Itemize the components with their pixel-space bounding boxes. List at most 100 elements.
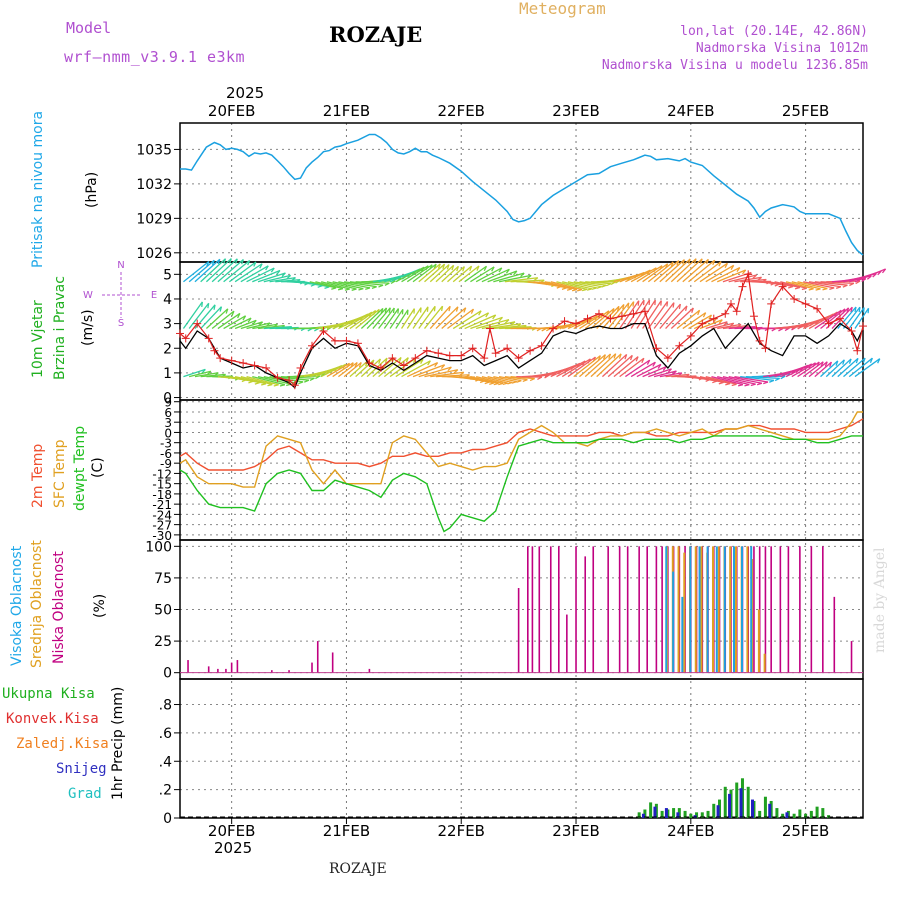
- footer-title: ROZAJE: [329, 861, 387, 877]
- wind-arrow: [275, 375, 309, 381]
- precip-bar: [735, 782, 739, 818]
- wind-arrow: [217, 312, 241, 330]
- wind-arrow-head: [702, 312, 707, 318]
- precip-bar: [758, 810, 762, 818]
- wind-arrow-head: [676, 260, 680, 266]
- wind-arrow: [211, 310, 235, 330]
- wind-arrow-head: [725, 382, 731, 386]
- wind-arrow-head: [315, 375, 321, 380]
- wind-arrow: [682, 258, 709, 283]
- wind-arrow: [854, 307, 870, 329]
- wind-arrow: [556, 281, 588, 291]
- date-label-top: 25FEB: [782, 102, 829, 120]
- wind-arrow: [464, 265, 487, 283]
- legend-frz-rain: Zaledj.Kisa: [16, 736, 109, 752]
- wind-arrow: [716, 269, 746, 283]
- wind-arrow: [188, 302, 210, 329]
- wind-arrow-head: [712, 260, 716, 266]
- wind-arrow-head: [835, 360, 839, 366]
- wind-arrow-head: [641, 357, 645, 364]
- wind-arrow: [246, 267, 275, 283]
- legend-hail: Grad: [68, 786, 102, 802]
- temp-line-0: [179, 418, 864, 471]
- wind-arrow-head: [437, 263, 441, 269]
- y-tick-label: -6: [160, 447, 172, 461]
- wind-arrow-head: [869, 357, 873, 364]
- y-tick-label: 100: [145, 539, 172, 555]
- wind-arrow-head: [358, 288, 364, 291]
- y-tick-label: 0: [164, 426, 172, 440]
- wind-arrow: [188, 259, 215, 283]
- wind-arrow-head: [608, 353, 612, 359]
- y-tick-label: 75: [154, 571, 172, 587]
- wind-arrow: [326, 362, 350, 378]
- precip-bar: [785, 812, 789, 818]
- wind-arrow-head: [881, 268, 887, 274]
- wind-arrow: [740, 375, 775, 381]
- wind-arrow: [717, 375, 750, 386]
- y-tick-label: .6: [159, 726, 172, 742]
- wind-arrow: [183, 368, 206, 378]
- wind-arrow-head: [780, 375, 786, 380]
- wind-arrow: [378, 307, 395, 329]
- wind-arrow-head: [808, 288, 814, 291]
- wind-arrow: [624, 299, 645, 329]
- wind-arrow: [487, 375, 513, 384]
- wind-arrow: [475, 267, 503, 283]
- wind-arrow-head: [861, 278, 867, 283]
- wind-arrow-head: [324, 286, 330, 289]
- wind-arrow: [464, 375, 495, 384]
- panel-frame: [179, 678, 864, 819]
- wind-arrow-head: [276, 270, 281, 275]
- wind-arrow-head: [253, 261, 257, 267]
- page-title: ROZAJE: [329, 22, 423, 47]
- wind-arrow: [682, 312, 707, 330]
- wind-arrow: [189, 370, 212, 378]
- wind-arrow-head: [213, 304, 216, 310]
- wind-arrow: [843, 357, 866, 378]
- y-tick-label: 9: [164, 396, 172, 410]
- wind-arrow: [653, 260, 680, 283]
- wind-arrow: [355, 308, 380, 330]
- wind-arrow-head: [794, 286, 801, 290]
- compass-s: S: [118, 318, 124, 329]
- wind-arrow: [722, 375, 756, 385]
- wind-arrow: [567, 281, 597, 289]
- legend-snow: Snijeg: [56, 761, 107, 777]
- wind-arrow: [252, 375, 286, 386]
- wind-arrow-head: [225, 308, 229, 314]
- wind-arrow: [647, 261, 674, 283]
- wind-arrow: [470, 316, 503, 330]
- panel-frame: [179, 399, 864, 541]
- wind-arrow-head: [854, 306, 857, 313]
- compass-w: W: [83, 290, 93, 301]
- wind-arrow: [458, 312, 489, 330]
- wind-arrow: [556, 360, 586, 378]
- wind-arrow-head: [237, 313, 241, 319]
- wind-arrow: [338, 313, 369, 330]
- wind-arrow: [309, 281, 337, 289]
- wind-arrow: [711, 375, 744, 386]
- panel-frame: [179, 122, 864, 263]
- wind-arrow: [734, 375, 769, 383]
- wind-arrow-head: [433, 306, 436, 312]
- wind-arrow-head: [247, 260, 251, 266]
- wind-arrow: [780, 364, 809, 378]
- wind-arrow: [791, 362, 816, 378]
- compass-n: N: [117, 260, 124, 271]
- wind-arrow: [579, 354, 606, 378]
- wind-arrow: [424, 369, 458, 378]
- wind-arrow: [722, 324, 749, 330]
- wind-arrow-head: [697, 310, 701, 316]
- wind-arrow-head: [440, 306, 444, 312]
- y-tick-label: 50: [154, 603, 172, 619]
- wind-arrow: [613, 356, 639, 378]
- pressure-line: [180, 133, 864, 256]
- wind-arrow: [498, 274, 532, 283]
- wind-arrow-head: [420, 359, 424, 365]
- wind-arrow-head: [270, 267, 275, 273]
- wind-arrow-head: [469, 265, 473, 272]
- wind-arrow: [464, 314, 496, 330]
- wind-arrow: [211, 258, 238, 283]
